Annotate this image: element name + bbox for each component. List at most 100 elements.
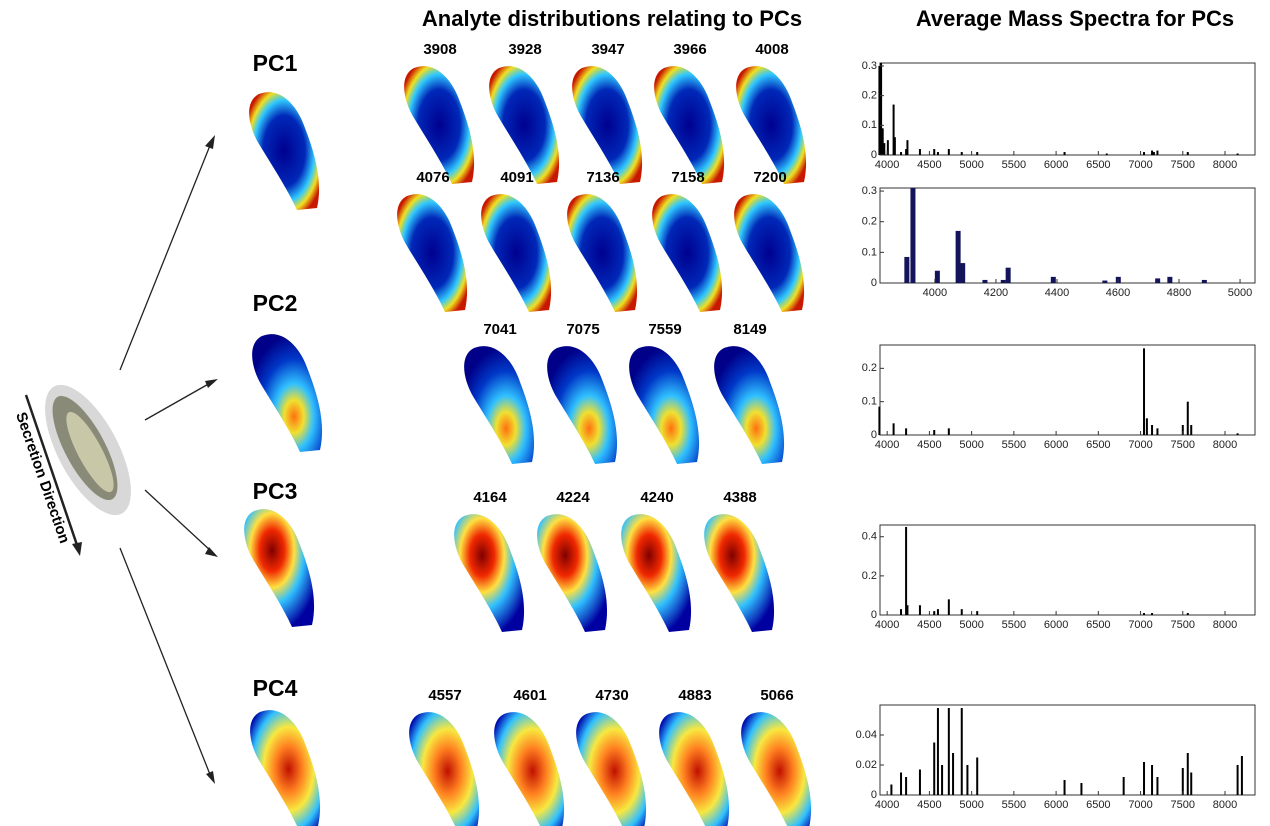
x-tick-label: 8000 bbox=[1213, 799, 1237, 811]
x-tick-label: 6000 bbox=[1044, 439, 1068, 451]
x-tick-label: 4500 bbox=[917, 619, 941, 631]
x-tick-label: 7000 bbox=[1128, 159, 1152, 171]
bar bbox=[933, 611, 936, 615]
heatmap bbox=[567, 194, 638, 312]
x-tick-label: 7500 bbox=[1171, 619, 1195, 631]
heatmap bbox=[481, 194, 552, 312]
heatmap bbox=[464, 346, 535, 464]
x-tick-label: 6500 bbox=[1086, 159, 1110, 171]
y-tick-label: 0.3 bbox=[862, 60, 877, 72]
x-tick-label: 7500 bbox=[1171, 159, 1195, 171]
bar bbox=[878, 65, 881, 155]
bar bbox=[883, 143, 886, 155]
y-tick-label: 0.1 bbox=[862, 119, 877, 131]
bar bbox=[1155, 278, 1161, 283]
x-tick-label: 8000 bbox=[1213, 159, 1237, 171]
x-tick-label: 4000 bbox=[875, 619, 899, 631]
bar bbox=[1236, 153, 1239, 155]
mz-label: 7200 bbox=[753, 169, 786, 186]
bar bbox=[1156, 428, 1159, 435]
mz-label: 4240 bbox=[640, 489, 673, 506]
bar bbox=[936, 152, 939, 155]
y-tick-label: 0.1 bbox=[862, 396, 877, 408]
mz-label: 4557 bbox=[428, 687, 461, 704]
heatmap bbox=[547, 346, 618, 464]
mz-label: 3908 bbox=[423, 41, 456, 58]
bar bbox=[1050, 276, 1056, 283]
bar bbox=[1186, 613, 1189, 615]
heatmap bbox=[704, 514, 775, 632]
bar bbox=[947, 708, 950, 795]
bar bbox=[905, 149, 908, 155]
heatmap bbox=[252, 334, 323, 452]
mz-label: 4008 bbox=[755, 41, 788, 58]
pc-label: PC1 bbox=[253, 50, 298, 76]
bar bbox=[1186, 152, 1189, 155]
bar bbox=[952, 753, 955, 795]
mz-label: 4091 bbox=[500, 169, 533, 186]
bar bbox=[982, 279, 988, 283]
heatmap bbox=[537, 514, 608, 632]
x-tick-label: 6500 bbox=[1086, 439, 1110, 451]
mz-label: 5066 bbox=[760, 687, 793, 704]
heatmap bbox=[576, 712, 647, 826]
mz-label: 3947 bbox=[591, 41, 624, 58]
bar bbox=[1181, 768, 1184, 795]
arrow-heads bbox=[72, 135, 218, 784]
x-tick-label: 4500 bbox=[917, 439, 941, 451]
bar bbox=[941, 765, 944, 795]
y-tick-label: 0.02 bbox=[856, 759, 877, 771]
plot-frame bbox=[879, 704, 1256, 796]
heatmap bbox=[654, 66, 725, 184]
bar bbox=[878, 406, 881, 435]
plot-frame bbox=[879, 187, 1256, 284]
x-tick-label: 7000 bbox=[1128, 619, 1152, 631]
bar bbox=[1122, 777, 1125, 795]
x-tick-label: 4000 bbox=[875, 159, 899, 171]
x-tick-label: 5000 bbox=[959, 439, 983, 451]
bar bbox=[1151, 150, 1154, 155]
x-tick-label: 4400 bbox=[1045, 287, 1069, 299]
heatmap bbox=[629, 346, 700, 464]
bar bbox=[905, 526, 908, 615]
x-tick-label: 5500 bbox=[1002, 159, 1026, 171]
bar bbox=[1190, 772, 1193, 795]
bar bbox=[892, 423, 895, 435]
bar bbox=[960, 708, 963, 795]
x-tick-label: 8000 bbox=[1213, 439, 1237, 451]
bar bbox=[966, 765, 969, 795]
mz-label: 4730 bbox=[595, 687, 628, 704]
x-tick-label: 7000 bbox=[1128, 799, 1152, 811]
x-tick-label: 4500 bbox=[917, 799, 941, 811]
bar bbox=[1063, 152, 1066, 155]
mz-label: 4164 bbox=[473, 489, 507, 506]
tissue bbox=[45, 384, 131, 516]
x-tick-label: 6500 bbox=[1086, 619, 1110, 631]
y-tick-label: 0.4 bbox=[862, 531, 877, 543]
bar bbox=[1181, 425, 1184, 435]
x-tick-label: 4000 bbox=[923, 287, 947, 299]
bar bbox=[933, 430, 936, 435]
mz-label: 4601 bbox=[513, 687, 546, 704]
bar bbox=[960, 609, 963, 615]
heatmap bbox=[489, 66, 560, 184]
y-tick-label: 0.3 bbox=[862, 185, 877, 197]
x-tick-label: 8000 bbox=[1213, 619, 1237, 631]
heatmap bbox=[652, 194, 723, 312]
x-tick-label: 6000 bbox=[1044, 159, 1068, 171]
heatmap bbox=[454, 514, 525, 632]
y-tick-label: 0.2 bbox=[862, 90, 877, 102]
y-tick-label: 0.2 bbox=[862, 216, 877, 228]
bar bbox=[933, 149, 936, 155]
x-tick-label: 5000 bbox=[959, 619, 983, 631]
mz-label: 4388 bbox=[723, 489, 756, 506]
heatmap bbox=[734, 194, 805, 312]
title: Average Mass Spectra for PCs bbox=[916, 6, 1234, 31]
y-tick-label: 0 bbox=[871, 429, 877, 441]
bar bbox=[893, 137, 896, 155]
bar bbox=[947, 428, 950, 435]
bar bbox=[1167, 276, 1173, 283]
mz-label: 7041 bbox=[483, 321, 516, 338]
bar bbox=[1236, 765, 1239, 795]
arrows bbox=[24, 142, 213, 778]
